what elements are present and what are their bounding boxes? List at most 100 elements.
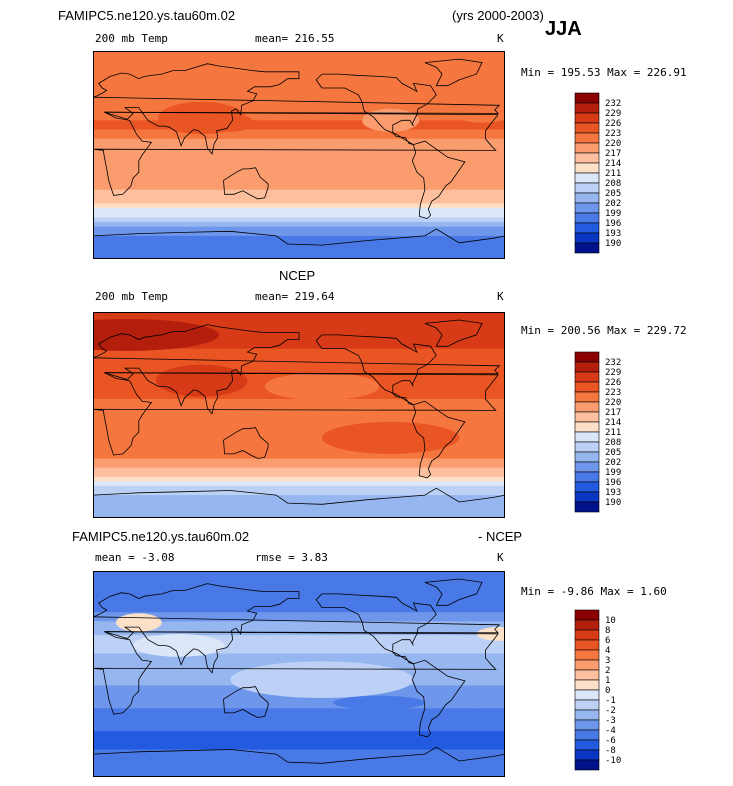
colorbar-label: -4 (605, 726, 616, 736)
panel3-mean: mean = -3.08 (95, 551, 175, 564)
contour-band (93, 408, 505, 414)
contour-band (93, 722, 505, 728)
contour-band (93, 467, 505, 473)
colorbar-swatch (574, 461, 600, 473)
contour-band (93, 143, 505, 149)
coastline (93, 228, 505, 246)
colorbar-swatch (574, 481, 600, 493)
colorbar-swatch (574, 112, 600, 124)
colorbar-label: -3 (605, 716, 616, 726)
contour-band (93, 449, 505, 455)
coastline (223, 167, 269, 200)
colorbar-swatch (574, 102, 600, 114)
contour-band (93, 490, 505, 496)
contour-region (333, 695, 425, 710)
contour-band (93, 185, 505, 191)
contour-band (93, 726, 505, 732)
contour-band (93, 208, 505, 214)
map-frame (93, 312, 505, 518)
coastline (93, 63, 501, 155)
contour-band (93, 312, 505, 318)
colorbar-label: 6 (605, 636, 610, 646)
colorbar-label: -2 (605, 706, 616, 716)
colorbar-label: 208 (605, 438, 621, 448)
contour-band (93, 212, 505, 218)
colorbar-label: -8 (605, 746, 616, 756)
contour-band (93, 235, 505, 242)
contour-band (93, 321, 505, 327)
colorbar-swatch (574, 132, 600, 144)
colorbar-label: 214 (605, 159, 621, 169)
contour-band (93, 772, 505, 777)
contour-band (93, 767, 505, 774)
contour-region (207, 113, 254, 132)
panel2-map (93, 312, 505, 518)
panel2-range: Min = 200.56 Max = 229.72 (521, 324, 687, 337)
colorbar-label: 232 (605, 358, 621, 368)
contour-band (93, 431, 505, 437)
coastline (315, 334, 437, 406)
colorbar-label: 193 (605, 488, 621, 498)
colorbar-swatch (574, 629, 600, 641)
contour-band (93, 504, 505, 510)
contour-band (93, 106, 505, 112)
colorbar-label: 229 (605, 109, 621, 119)
contour-band (93, 325, 505, 331)
contour-band (93, 348, 505, 354)
contour-band (93, 60, 505, 66)
colorbar-label: 8 (605, 626, 610, 636)
colorbar-label: 226 (605, 119, 621, 129)
contour-band (93, 175, 505, 182)
coastline (93, 583, 501, 674)
contour-band (93, 476, 505, 482)
contour-band (93, 616, 505, 622)
contour-band (93, 417, 505, 423)
colorbar-swatch (574, 669, 600, 681)
colorbar-swatch (574, 182, 600, 194)
colorbar-swatch (574, 421, 600, 433)
contour-band (93, 339, 505, 345)
colorbar-label: 4 (605, 646, 610, 656)
contour-band (93, 763, 505, 769)
contour-band (93, 712, 505, 719)
contour-band (93, 203, 505, 209)
colorbar-swatch (574, 639, 600, 651)
colorbar-label: 208 (605, 179, 621, 189)
contour-band (93, 571, 505, 577)
colorbar-swatch (574, 689, 600, 701)
contour-band (93, 115, 505, 121)
contour-band (93, 254, 505, 259)
contour-region (264, 372, 380, 401)
contour-band (93, 180, 505, 186)
contour-band (93, 435, 505, 441)
contour-band (93, 124, 505, 131)
contour-band (93, 458, 505, 464)
colorbar-label: 223 (605, 129, 621, 139)
contour-band (93, 245, 505, 251)
contour-band (93, 495, 505, 501)
contour-band (93, 217, 505, 223)
contour-band (93, 621, 505, 627)
colorbar-swatch (574, 381, 600, 393)
colorbar-swatch (574, 729, 600, 741)
contour-band (93, 508, 505, 515)
colorbar-swatch (574, 192, 600, 204)
colorbar-swatch (574, 371, 600, 383)
colorbar-swatch (574, 172, 600, 184)
colorbar-swatch (574, 699, 600, 711)
colorbar-swatch (574, 451, 600, 463)
colorbar-label: 229 (605, 368, 621, 378)
contour-band (93, 92, 505, 98)
coastline (411, 140, 466, 220)
contour-band (93, 653, 505, 659)
contour-band (93, 754, 505, 760)
colorbar-label: 217 (605, 149, 621, 159)
contour-band (93, 426, 505, 432)
panel3-map (93, 571, 505, 777)
contour-band (93, 189, 505, 195)
colorbar-label: -1 (605, 696, 616, 706)
colorbar-swatch (574, 142, 600, 154)
contour-region (155, 364, 248, 397)
coastline (93, 372, 499, 456)
panel2-mean: mean= 219.64 (255, 290, 335, 303)
